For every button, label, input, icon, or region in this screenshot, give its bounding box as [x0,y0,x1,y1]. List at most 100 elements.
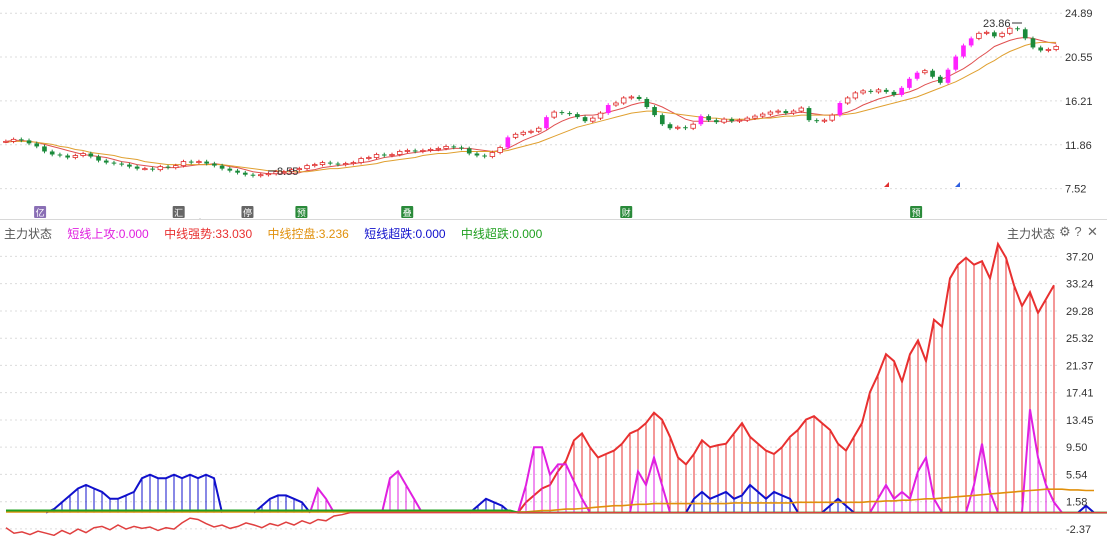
candle-body [860,90,866,94]
event-marker-label: 财 [622,207,631,218]
event-marker[interactable] [620,206,633,218]
candle-body [744,117,750,121]
indicator-legend: 主力状态 短线上攻:0.000 中线强势:33.030 中线控盘:3.236 短… [4,225,554,242]
candle-body [165,166,171,168]
legend-short-attack: 短线上攻:0.000 [67,227,149,241]
event-marker-label: 亿 [36,207,45,218]
candle-body [1045,49,1052,51]
price-chart[interactable]: 24.89 20.55 16.21 11.86 7.52 亿 汇 停 预 叠 财 预 23.86 8… [0,0,1107,220]
indicator-selector[interactable]: 主力状态 [1006,227,1055,241]
indicator-y-tick-label: 29.28 [1066,306,1094,318]
indicator-y-tick-label: 17.41 [1066,388,1094,400]
legend-mid-strong: 中线强势:33.030 [164,227,253,241]
candle-body [18,139,24,141]
candle-body [729,119,735,122]
signal-arrow [955,182,960,187]
candle-body [227,168,233,171]
price-gridlines [0,12,1062,190]
indicator-y-tick-label: -2.37 [1066,524,1091,536]
candle-body [1053,46,1059,50]
candle-body [72,155,79,158]
candle-body [1007,27,1013,34]
candle-body [96,156,101,161]
indicator-y-tick-label: 9.50 [1066,442,1087,454]
candle-body [335,163,341,165]
candle-body [968,38,974,46]
candle-body [976,32,982,39]
candle-body [714,120,719,123]
candle-body [783,111,789,114]
indicator-y-tick-label: 33.24 [1066,279,1094,291]
candle-body [829,114,835,121]
candle-body [474,153,480,156]
event-marker-label: 汇 [174,208,183,218]
event-marker[interactable] [34,206,47,218]
price-y-tick-label: 16.21 [1065,96,1093,108]
price-moving-averages [5,36,1057,175]
indicator-y-tick-label: 25.32 [1066,333,1094,345]
event-marker[interactable] [241,206,254,218]
candle-body [427,149,434,151]
candle-body [551,111,557,118]
candle-body [412,150,418,152]
candle-body [459,147,464,149]
candle-body [204,161,209,164]
short-oversold-series-outline [45,473,1095,514]
candle-body [173,165,179,169]
candle-body [636,96,642,99]
candle-body [88,153,94,157]
event-marker[interactable] [401,206,414,218]
candle-body [698,116,704,125]
short-oversold-series [45,473,1095,514]
candle-body [652,107,657,116]
candle-body [420,150,426,152]
indicator-chart[interactable]: 37.20 33.24 29.28 25.32 21.37 17.41 13.45 9.50 5… [0,222,1107,536]
candle-body [257,174,264,177]
candle-body [930,70,935,77]
candle-body [868,90,874,92]
indicator-y-tick-label: 37.20 [1066,251,1094,263]
candle-body [1030,38,1036,48]
candle-body [759,113,766,117]
low-price-label: 8.55 [277,166,298,178]
candle-body [690,123,696,129]
event-marker-label: 预 [912,208,921,218]
indicator-y-tick-label: 21.37 [1066,360,1094,372]
event-marker[interactable] [910,206,923,218]
candle-body [3,140,9,143]
candle-body [620,97,627,104]
candle-body [188,161,194,163]
candle-body [157,166,164,171]
candle-body [706,116,711,121]
candle-body [520,131,526,135]
close-icon[interactable]: ✕ [1087,224,1102,239]
high-price-label: 23.86 [983,18,1011,30]
candle-body [891,91,897,95]
candle-body [907,78,912,88]
candle-body [435,148,442,150]
candle-body [150,168,155,170]
event-marker[interactable] [295,206,308,218]
candle-body [10,138,17,142]
candle-body [567,113,572,115]
candle-body [575,114,580,118]
candle-body [675,126,681,129]
price-y-tick-label: 7.52 [1065,184,1086,196]
candle-body [49,151,55,155]
candle-body [288,169,295,173]
event-marker[interactable] [172,206,185,218]
short-attack-series-outline [309,409,1063,514]
help-icon[interactable]: ? [1074,224,1086,239]
indicator-toolbar: ⚙?✕ [1059,224,1101,240]
candle-body [273,171,279,175]
candle-body [443,146,449,149]
candle-body [597,112,604,119]
candle-body [821,119,828,122]
candle-body [65,155,70,158]
candle-body [26,140,32,144]
settings-icon[interactable]: ⚙ [1059,224,1075,239]
candle-body [667,124,673,129]
candle-body [922,70,928,74]
indicator-series [5,241,1107,536]
mid-strong-series [517,241,1055,514]
